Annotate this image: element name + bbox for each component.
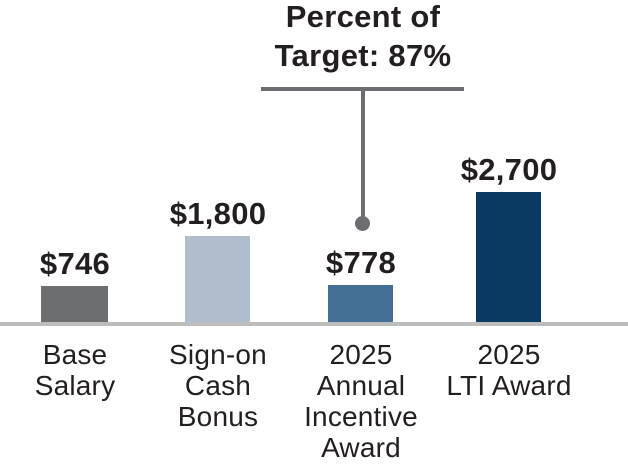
bar-sign-on-cash-bonus [185,236,250,322]
bar-base-salary [41,286,108,322]
category-label-lti-award: 2025 LTI Award [434,339,584,401]
category-label-line: LTI Award [446,370,572,401]
category-label-line: Sign-on [169,339,267,370]
bar-lti-award [476,192,541,322]
category-label-line: Annual [316,370,406,401]
category-label-line: Award [321,432,401,463]
value-label-base-salary: $746 [39,246,111,281]
category-label-line: Cash [184,370,252,401]
annotation-connector-vertical-line [361,88,365,218]
annotation-line-2: Target: 87% [274,38,452,73]
category-label-base-salary: Base Salary [0,339,150,401]
category-label-sign-on-cash-bonus: Sign-on Cash Bonus [143,339,293,432]
category-label-line: Salary [34,370,116,401]
category-label-line: Incentive [304,401,418,432]
value-label-annual-incentive-award: $778 [325,245,397,280]
annotation-connector-dot [355,216,370,231]
category-label-line: Bonus [177,401,259,432]
value-label-lti-award: $2,700 [460,152,558,187]
category-label-line: 2025 [477,339,541,370]
category-label-line: Base [42,339,108,370]
annotation-line-1: Percent of [285,0,441,34]
category-label-line: 2025 [329,339,393,370]
bar-annual-incentive-award [328,285,393,322]
x-axis-baseline [0,322,628,326]
annotation-text: Percent of Target: 87% [233,0,493,75]
category-label-annual-incentive-award: 2025 Annual Incentive Award [286,339,436,463]
value-label-sign-on-cash-bonus: $1,800 [169,196,267,231]
